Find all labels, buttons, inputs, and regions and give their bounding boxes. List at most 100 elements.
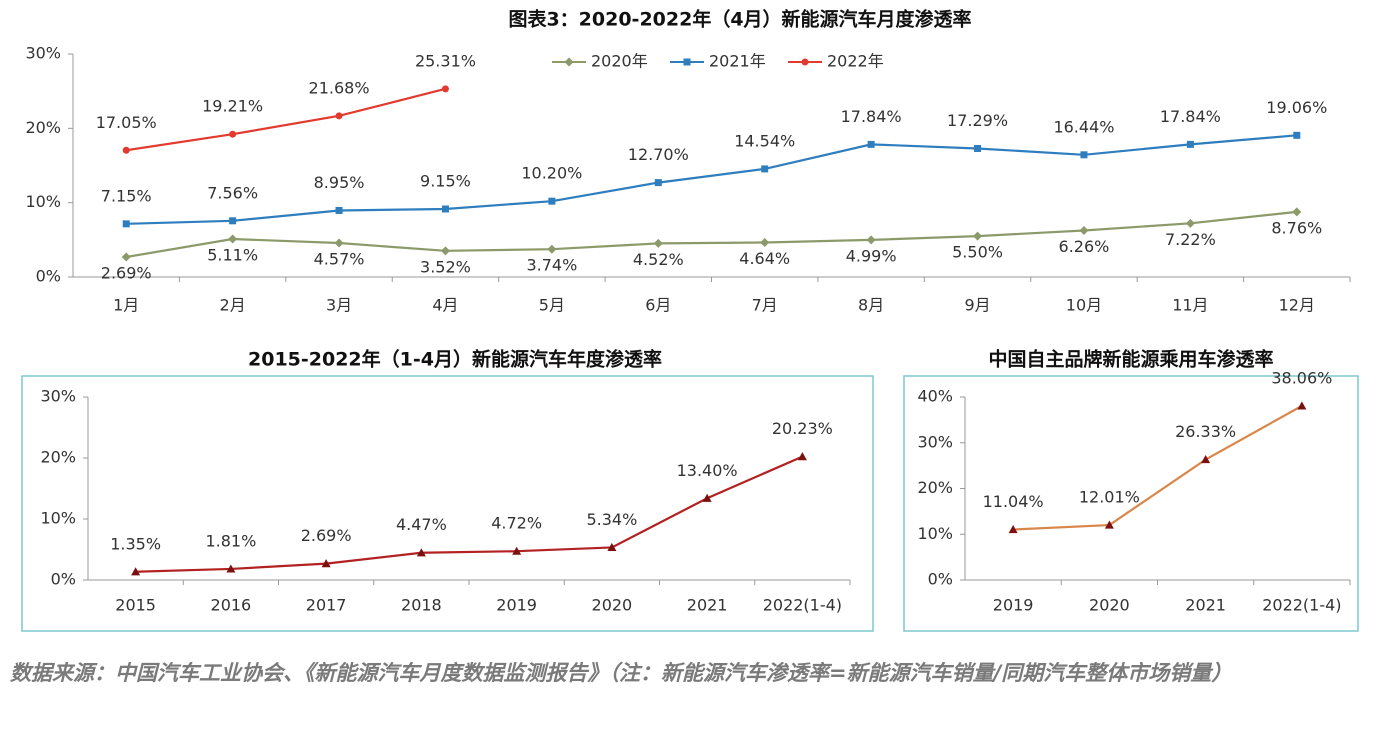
data-label: 4.47% [396, 515, 447, 534]
data-label: 4.57% [314, 250, 365, 269]
x-tick-label: 2018 [401, 596, 442, 615]
legend-label: 2020年 [591, 52, 648, 71]
x-tick-label: 3月 [326, 296, 352, 315]
x-tick-label: 2021 [1185, 596, 1226, 615]
series-line [135, 455, 803, 573]
chart-frame [903, 375, 1359, 632]
marker [441, 205, 449, 213]
data-label: 13.40% [677, 461, 738, 480]
data-label: 19.21% [202, 97, 263, 116]
y-tick-label: 30% [25, 44, 61, 63]
chart-frame [21, 375, 874, 632]
data-label: 3.74% [526, 256, 577, 275]
data-label: 17.29% [947, 111, 1008, 130]
data-label: 7.15% [101, 186, 152, 205]
x-tick-label: 9月 [964, 296, 990, 315]
legend-marker [564, 57, 574, 67]
x-tick-label: 4月 [432, 296, 458, 315]
legend-marker [801, 58, 809, 66]
x-tick-label: 2020 [1089, 596, 1130, 615]
chart-title: 2015-2022年（1-4月）新能源汽车年度渗透率 [248, 348, 662, 371]
x-tick-label: 2021 [687, 596, 728, 615]
series-line [1013, 404, 1303, 531]
y-tick-label: 40% [917, 387, 953, 406]
source-note: 数据来源：中国汽车工业协会、《新能源汽车月度数据监测报告》（注：新能源汽车渗透率… [10, 661, 1233, 685]
marker [122, 220, 130, 228]
marker [1297, 401, 1307, 410]
marker [654, 179, 662, 187]
x-tick-label: 8月 [858, 296, 884, 315]
marker [653, 238, 663, 248]
marker [973, 231, 983, 241]
marker [1104, 520, 1114, 529]
marker [1008, 524, 1018, 534]
legend-label: 2022年 [827, 52, 884, 71]
y-tick-label: 0% [36, 267, 61, 286]
data-label: 26.33% [1175, 422, 1236, 441]
data-label: 25.31% [415, 51, 476, 70]
marker [228, 234, 238, 244]
marker [607, 542, 617, 552]
marker [321, 559, 331, 568]
data-label: 4.52% [633, 250, 684, 269]
data-label: 9.15% [420, 171, 471, 190]
marker [702, 493, 712, 502]
y-tick-label: 0% [51, 570, 76, 589]
series-line [126, 134, 1297, 225]
x-tick-label: 2022(1-4) [763, 596, 842, 615]
data-label: 1.81% [205, 531, 256, 550]
y-tick-label: 20% [40, 448, 76, 467]
y-tick-label: 20% [917, 478, 953, 497]
x-tick-label: 2月 [220, 296, 246, 315]
data-label: 7.22% [1165, 230, 1216, 249]
legend-marker [683, 58, 691, 66]
data-label: 4.64% [739, 249, 790, 268]
marker [548, 197, 556, 205]
marker [121, 252, 131, 262]
marker [760, 238, 770, 248]
data-label: 5.50% [952, 243, 1003, 262]
marker [335, 206, 343, 214]
data-label: 7.56% [207, 183, 258, 202]
data-label: 12.70% [628, 145, 689, 164]
marker [441, 85, 449, 93]
y-tick-label: 30% [917, 432, 953, 451]
data-label: 4.72% [491, 514, 542, 533]
marker [440, 246, 450, 256]
data-label: 8.95% [314, 173, 365, 192]
marker [1201, 455, 1211, 464]
y-tick-label: 30% [40, 387, 76, 406]
marker [1080, 151, 1088, 159]
x-tick-label: 6月 [645, 296, 671, 315]
marker [866, 235, 876, 245]
marker [761, 165, 769, 173]
x-tick-label: 2022(1-4) [1262, 596, 1341, 615]
data-label: 20.23% [772, 419, 833, 438]
marker [974, 144, 982, 152]
marker [1185, 218, 1195, 228]
data-label: 5.34% [586, 510, 637, 529]
data-label: 1.35% [110, 534, 161, 553]
y-tick-label: 10% [917, 524, 953, 543]
data-label: 38.06% [1271, 368, 1332, 387]
x-tick-label: 10月 [1066, 296, 1102, 315]
data-label: 16.44% [1053, 117, 1114, 136]
x-tick-label: 2017 [306, 596, 347, 615]
data-label: 10.20% [521, 164, 582, 183]
marker [547, 244, 557, 254]
data-label: 21.68% [309, 78, 370, 97]
marker [867, 140, 875, 148]
marker [512, 546, 522, 555]
data-label: 5.11% [207, 246, 258, 265]
data-label: 4.99% [846, 246, 897, 265]
x-tick-label: 2016 [211, 596, 252, 615]
data-label: 19.06% [1266, 98, 1327, 117]
marker [335, 112, 343, 120]
marker [1293, 131, 1301, 139]
data-label: 12.01% [1079, 488, 1140, 507]
data-label: 14.54% [734, 131, 795, 150]
data-label: 2.69% [301, 526, 352, 545]
data-label: 17.84% [1160, 107, 1221, 126]
marker [416, 548, 426, 557]
